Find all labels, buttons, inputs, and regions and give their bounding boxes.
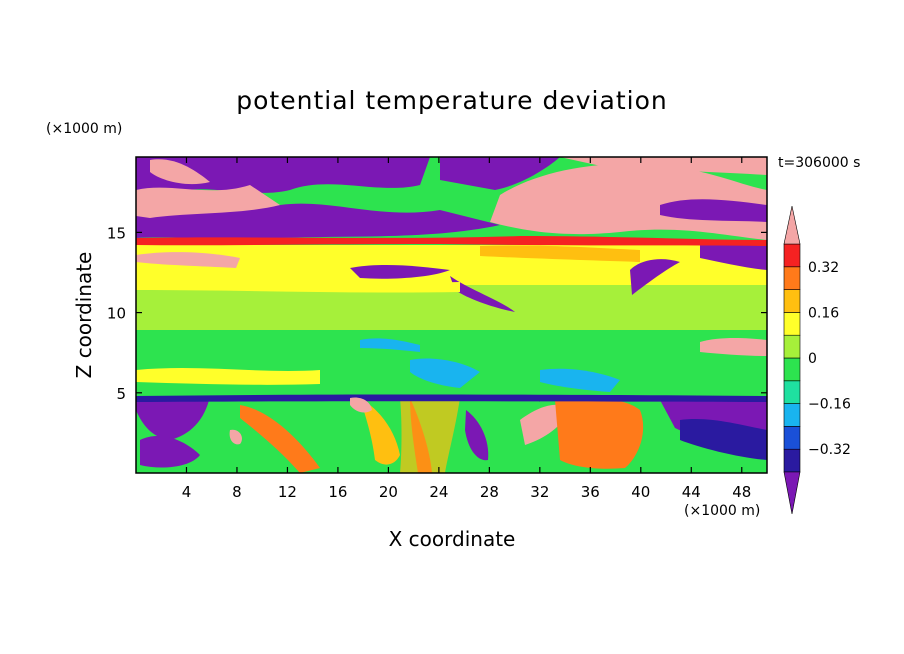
- x-tick-label: 40: [631, 483, 650, 501]
- x-tick-label: 16: [328, 483, 347, 501]
- mid-cyan-a: [360, 338, 420, 352]
- chart-title: potential temperature deviation: [236, 86, 668, 115]
- y-ticks: 5 10 15: [107, 224, 767, 403]
- upper-pink-c: [490, 163, 767, 240]
- upper-red-a: [136, 236, 767, 246]
- upper-purple-a: [136, 157, 430, 200]
- colorbar-extend-bottom: [783, 471, 801, 515]
- x-tick-label: 24: [429, 483, 448, 501]
- upper-purple-e: [700, 240, 767, 270]
- x-tick-label: 12: [278, 483, 297, 501]
- x-axis-label: X coordinate: [0, 527, 904, 551]
- colorbar-segment: [783, 334, 801, 359]
- lower-pink-b: [350, 397, 372, 413]
- colorbar-segment: [783, 289, 801, 313]
- upper-pink-band: [136, 252, 240, 268]
- lower-purple-b: [140, 435, 200, 468]
- x-tick-label: 8: [232, 483, 242, 501]
- colorbar-tick-label: 0.32: [808, 260, 839, 276]
- lower-red-a: [240, 405, 320, 473]
- x-tick-label: 48: [732, 483, 751, 501]
- lower-purple-c: [465, 410, 489, 461]
- x-tick-label: 32: [530, 483, 549, 501]
- upper-layer-patches: [136, 157, 767, 270]
- upper-purple-b: [136, 203, 500, 239]
- lower-pink-c: [229, 429, 242, 445]
- colorbar-segment: [783, 266, 801, 290]
- x-tick-label: 28: [480, 483, 499, 501]
- time-label: t=306000 s: [778, 155, 861, 171]
- x-axis-unit: (×1000 m): [684, 503, 761, 519]
- x-tick-label: 20: [379, 483, 398, 501]
- plot-area: [136, 157, 767, 473]
- mid-pink-a: [700, 338, 767, 356]
- upper-pink-b: [150, 159, 210, 185]
- mid-yellow-a: [136, 278, 460, 293]
- mid-yellow-b: [136, 368, 320, 385]
- upper-pink-d: [560, 157, 767, 175]
- colorbar-tick-label: −0.16: [808, 397, 851, 413]
- colorbar-segment: [783, 448, 801, 473]
- x-tick-label: 36: [581, 483, 600, 501]
- colorbar-segment: [783, 380, 801, 404]
- lower-cyan-a: [136, 394, 767, 402]
- lower-blue-a: [680, 419, 767, 460]
- colorbar-tick-label: −0.32: [808, 442, 851, 458]
- upper-purple-c: [440, 157, 560, 190]
- y-tick-label: 15: [107, 224, 126, 242]
- x-ticks: 4 8 12 16 20 24 28 32 36 40 44 48: [182, 157, 751, 501]
- colorbar-segment: [783, 357, 801, 382]
- mid-cyan-c: [540, 368, 620, 392]
- y-axis-unit: (×1000 m): [46, 121, 123, 137]
- mid-purple-b: [450, 276, 515, 312]
- y-tick-label: 10: [107, 305, 126, 323]
- colorbar-segment: [783, 403, 801, 427]
- lower-purple-a: [136, 396, 210, 440]
- plot-frame: [135, 156, 768, 474]
- colorbar-segment: [783, 312, 801, 336]
- lower-orange-a: [360, 398, 400, 465]
- colorbar-tick-label: 0: [808, 351, 817, 367]
- y-tick-label: 5: [116, 385, 126, 403]
- mid-purple-c: [630, 259, 680, 295]
- lower-orange-plume: [400, 398, 460, 473]
- colorbar-segment: [783, 243, 801, 268]
- mid-purple-a: [350, 264, 450, 279]
- colorbar-extend-top: [783, 205, 801, 245]
- x-tick-label: 44: [682, 483, 701, 501]
- upper-pink-a: [136, 185, 280, 218]
- lower-layer-patches: [136, 394, 767, 473]
- x-tick-label: 4: [182, 483, 192, 501]
- mid-cyan-b: [410, 358, 480, 388]
- x-axis-label-text: X coordinate: [388, 527, 516, 551]
- upper-orange-band: [480, 245, 640, 262]
- upper-purple-d: [660, 199, 767, 222]
- colorbar-tick-label: 0.16: [808, 305, 839, 321]
- mid-layer-patches: [136, 259, 767, 392]
- lower-red-b: [555, 397, 644, 469]
- colorbar: 0.32 0.16 0 −0.16 −0.32: [783, 205, 851, 515]
- colorbar-segment: [783, 426, 801, 450]
